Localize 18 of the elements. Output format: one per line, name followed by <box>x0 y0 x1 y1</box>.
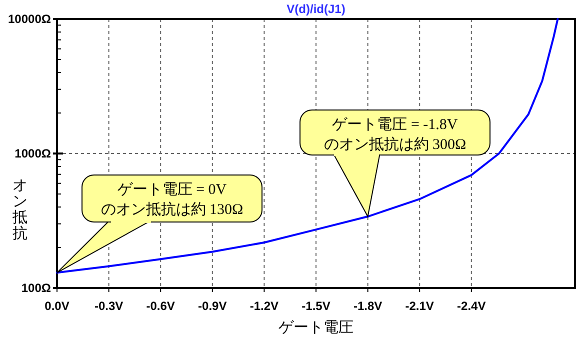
x-tick-label: -1.5V <box>302 299 330 313</box>
y-tick-label: 10000Ω <box>8 12 52 26</box>
x-tick-label: -2.4V <box>457 299 486 313</box>
chart-title: V(d)/id(J1) <box>286 2 346 16</box>
x-tick-label: 0.0V <box>44 299 70 313</box>
y-tick-label: 1000Ω <box>14 146 52 160</box>
x-tick-label: -1.8V <box>353 299 382 313</box>
annotation: ゲート電圧 = 0V のオン抵抗は約 130Ω <box>100 182 244 218</box>
y-tick-label: 100Ω <box>21 281 52 295</box>
annotation: ゲート電圧 = -1.8V のオン抵抗は約 300Ω <box>324 117 466 153</box>
x-tick-label: -0.6V <box>146 299 175 313</box>
x-tick-label: -2.1V <box>405 299 434 313</box>
x-tick-label: -0.3V <box>94 299 124 313</box>
x-tick-label: -1.2V <box>250 299 279 313</box>
x-tick-label: -0.9V <box>198 299 227 313</box>
line-series <box>56 18 559 274</box>
x-axis-title: ゲート電圧 <box>278 320 354 336</box>
y-axis-title: オン抵抗 <box>12 178 28 242</box>
